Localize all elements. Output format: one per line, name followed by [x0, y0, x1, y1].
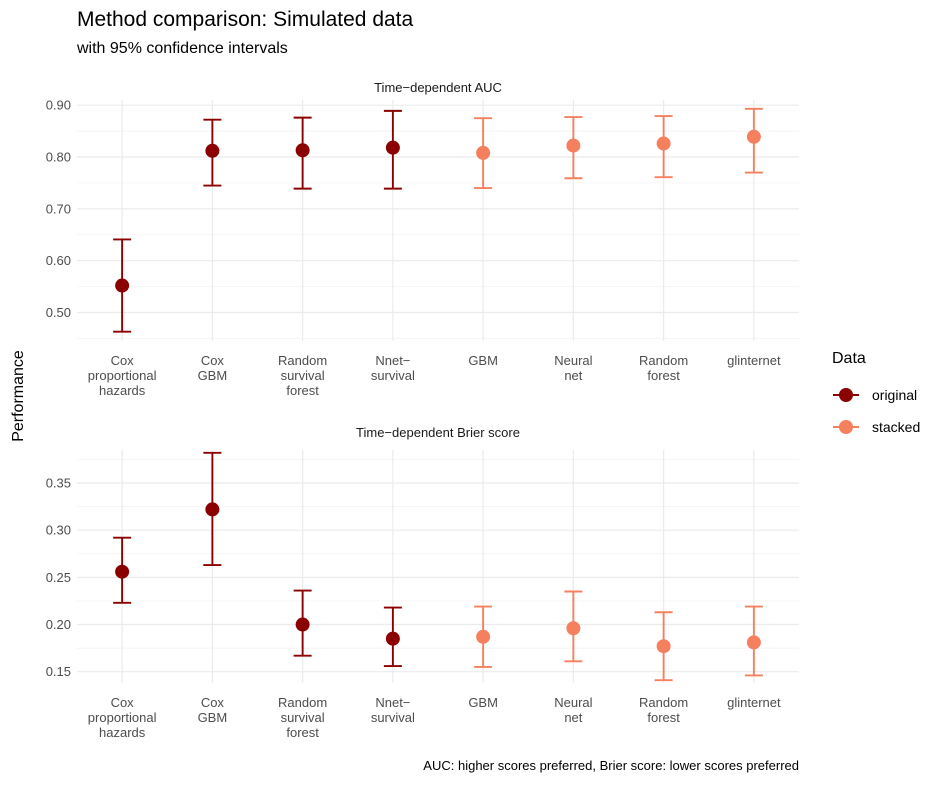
- legend-title: Data: [832, 350, 866, 367]
- legend-item-original: original: [833, 387, 917, 403]
- y-tick-label: 0.70: [46, 201, 71, 216]
- y-tick-label: 0.15: [46, 664, 71, 679]
- legend-item-stacked: stacked: [833, 419, 920, 435]
- data-point: [205, 502, 220, 517]
- x-tick-label-line: Nnet−: [375, 695, 410, 710]
- x-tick-label-line: GBM: [468, 353, 498, 368]
- x-tick-label-line: Cox: [111, 353, 135, 368]
- x-tick-label: Neural net: [554, 353, 592, 383]
- y-tick-label: 0.25: [46, 570, 71, 585]
- x-tick-label-line: Random: [278, 695, 327, 710]
- chart-caption: AUC: higher scores preferred, Brier scor…: [423, 758, 799, 773]
- chart-panels: Time−dependent AUC 0.50 0.60 0.70 0.80 0.90 Co…: [46, 80, 799, 740]
- x-tick-label-line: Random: [639, 353, 688, 368]
- data-point: [115, 278, 130, 293]
- grid-lines: [77, 450, 799, 683]
- x-tick-label: Cox proportional hazards: [88, 695, 157, 740]
- x-tick-label-line: GBM: [198, 368, 228, 383]
- x-tick-label: Random forest: [639, 353, 688, 383]
- x-tick-label: Nnet− survival: [371, 353, 415, 383]
- x-tick-label: glinternet: [727, 353, 781, 368]
- data-point: [566, 138, 581, 153]
- x-tick-label-line: forest: [286, 725, 319, 740]
- x-tick-label-line: Neural: [554, 353, 592, 368]
- data-point: [656, 136, 671, 151]
- data-point: [476, 145, 491, 160]
- x-tick-label: Nnet− survival: [371, 695, 415, 725]
- y-tick-label: 0.90: [46, 98, 71, 113]
- legend-key-point-stacked: [839, 420, 853, 434]
- x-tick-label-line: GBM: [468, 695, 498, 710]
- x-tick-label-line: hazards: [99, 725, 146, 740]
- x-tick-label-line: forest: [286, 383, 319, 398]
- data-point: [295, 143, 310, 158]
- panel-1: Time−dependent AUC 0.50 0.60 0.70 0.80 0.90 Co…: [46, 80, 799, 398]
- x-tick-label: Random survival forest: [278, 695, 327, 740]
- data-point: [656, 639, 671, 654]
- data-point: [746, 129, 761, 144]
- x-tick-label: Cox GBM: [198, 353, 228, 383]
- legend-key-point-original: [839, 388, 853, 402]
- x-tick-label-line: proportional: [88, 710, 157, 725]
- data-point: [566, 621, 581, 636]
- x-tick-label-line: Cox: [201, 695, 225, 710]
- chart-title: Method comparison: Simulated data: [77, 8, 414, 31]
- x-tick-label-line: Random: [278, 353, 327, 368]
- data-point: [205, 143, 220, 158]
- data-point: [385, 140, 400, 155]
- y-axis-label: Performance: [10, 350, 27, 442]
- x-tick-label: GBM: [468, 695, 498, 710]
- legend-label-stacked: stacked: [872, 419, 920, 435]
- y-tick-label: 0.20: [46, 617, 71, 632]
- x-tick-label-line: GBM: [198, 710, 228, 725]
- panel-strip-title: Time−dependent AUC: [374, 80, 502, 95]
- x-tick-label-line: forest: [647, 710, 680, 725]
- data-point: [746, 635, 761, 650]
- chart-subtitle: with 95% confidence intervals: [76, 40, 288, 57]
- data-point: [115, 564, 130, 579]
- legend: Data original stacked: [832, 350, 920, 435]
- data-point: [295, 617, 310, 632]
- data-point: [385, 631, 400, 646]
- y-tick-label: 0.50: [46, 305, 71, 320]
- x-tick-label: Neural net: [554, 695, 592, 725]
- grid-lines: [77, 100, 799, 341]
- data-point: [476, 629, 491, 644]
- x-tick-label-line: glinternet: [727, 353, 781, 368]
- x-tick-label-line: Neural: [554, 695, 592, 710]
- x-tick-label-line: net: [564, 368, 582, 383]
- x-tick-label-line: forest: [647, 368, 680, 383]
- x-tick-label-line: survival: [281, 710, 325, 725]
- x-tick-label: GBM: [468, 353, 498, 368]
- x-tick-label-line: hazards: [99, 383, 146, 398]
- x-tick-label: Random forest: [639, 695, 688, 725]
- x-tick-label-line: Cox: [111, 695, 135, 710]
- legend-label-original: original: [872, 387, 917, 403]
- x-tick-label-line: survival: [371, 710, 415, 725]
- x-tick-label-line: survival: [371, 368, 415, 383]
- x-tick-label-line: net: [564, 710, 582, 725]
- x-tick-label-line: glinternet: [727, 695, 781, 710]
- x-tick-label-line: Nnet−: [375, 353, 410, 368]
- x-tick-label-line: proportional: [88, 368, 157, 383]
- y-tick-label: 0.80: [46, 150, 71, 165]
- x-tick-label: Random survival forest: [278, 353, 327, 398]
- x-tick-label: Cox GBM: [198, 695, 228, 725]
- x-tick-label: Cox proportional hazards: [88, 353, 157, 398]
- panel-strip-title: Time−dependent Brier score: [356, 425, 520, 440]
- y-tick-label: 0.60: [46, 253, 71, 268]
- y-tick-label: 0.30: [46, 523, 71, 538]
- x-tick-label-line: survival: [281, 368, 325, 383]
- x-tick-label-line: Cox: [201, 353, 225, 368]
- y-tick-label: 0.35: [46, 476, 71, 491]
- x-tick-label: glinternet: [727, 695, 781, 710]
- panel-2: Time−dependent Brier score 0.15 0.20 0.25 0.…: [46, 425, 799, 740]
- x-tick-label-line: Random: [639, 695, 688, 710]
